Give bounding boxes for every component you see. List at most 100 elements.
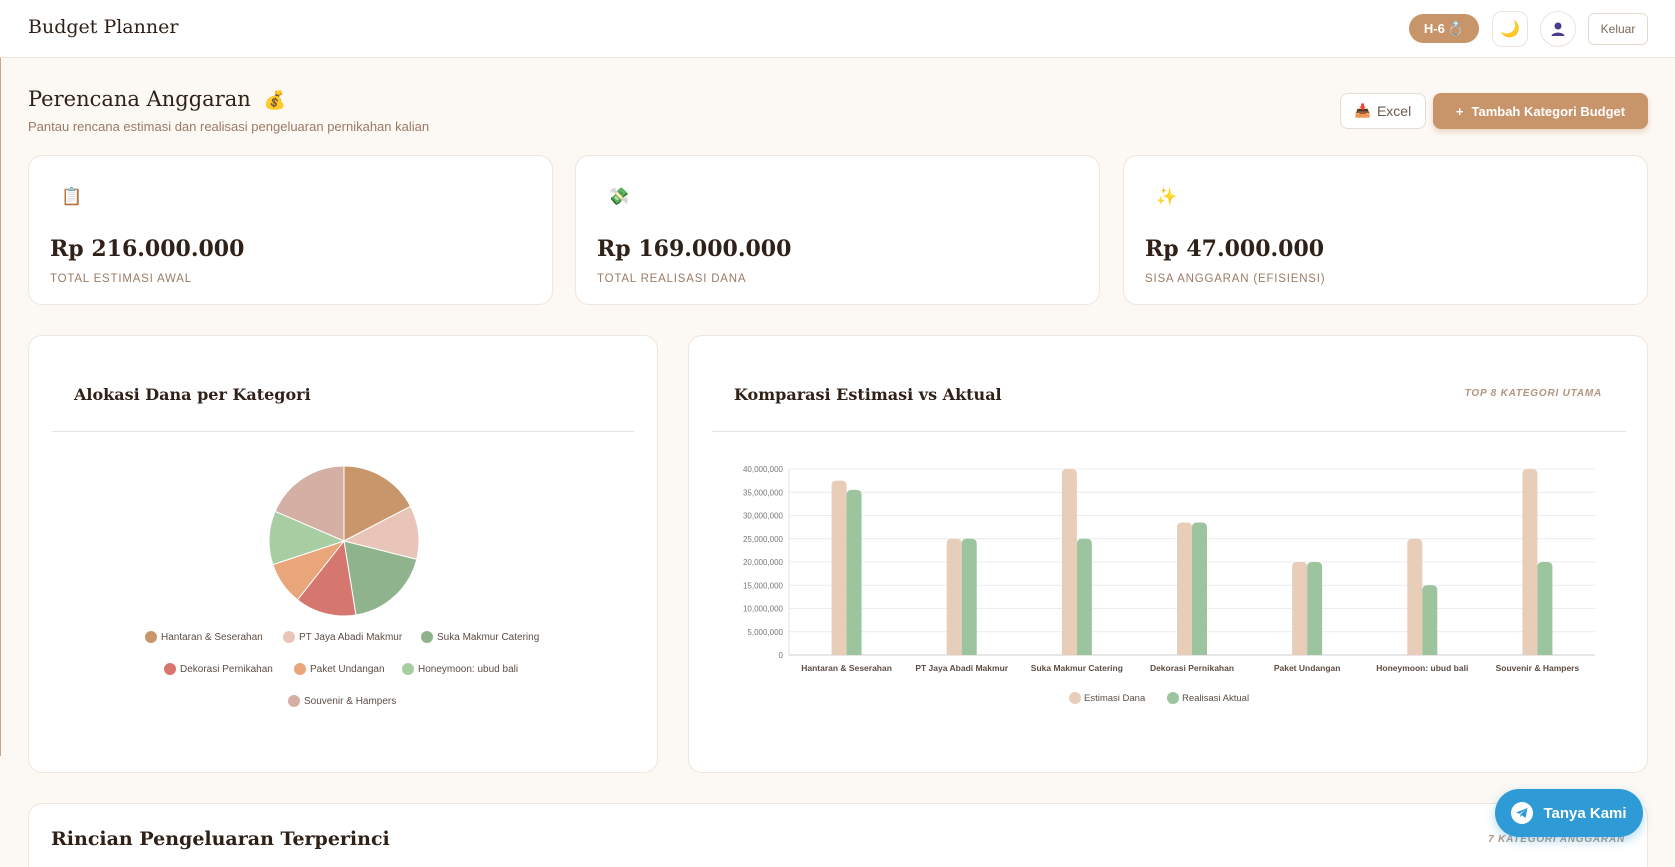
x-tick-label: Suka Makmur Catering (1031, 663, 1123, 673)
stat-card-total-realization: 💸 Rp 169.000.000 TOTAL REALISASI DANA (575, 155, 1100, 305)
expense-detail-tag: 7 KATEGORI ANGGARAN (1488, 834, 1625, 845)
x-tick-label: Dekorasi Pernikahan (1150, 663, 1234, 673)
app-brand[interactable]: Budget Planner (28, 16, 179, 38)
x-tick-label: PT Jaya Abadi Makmur (915, 663, 1008, 673)
plus-icon: + (1455, 103, 1464, 119)
bar-actual[interactable] (1307, 562, 1323, 655)
left-edge-border (0, 56, 1, 756)
legend-item[interactable]: Paket Undangan (294, 663, 385, 675)
add-budget-category-button[interactable]: + Tambah Kategori Budget (1433, 93, 1648, 129)
top-navigation-bar: Budget Planner H-6 💍 🌙 Keluar (0, 0, 1675, 58)
legend-label: Realisasi Aktual (1182, 693, 1249, 704)
legend-label: Paket Undangan (310, 663, 385, 675)
card-divider (712, 431, 1626, 432)
bar-actual[interactable] (1537, 562, 1553, 655)
telegram-icon (1511, 802, 1534, 824)
legend-swatch (421, 631, 433, 643)
legend-swatch (288, 695, 300, 707)
export-excel-button[interactable]: 📥 Excel (1340, 93, 1426, 129)
stat-label: SISA ANGGARAN (EFISIENSI) (1145, 273, 1326, 285)
logout-button[interactable]: Keluar (1588, 13, 1648, 45)
stat-value: Rp 216.000.000 (50, 236, 245, 262)
expense-detail-card: Rincian Pengeluaran Terperinci 7 KATEGOR… (28, 803, 1648, 867)
ring-icon: 💍 (1447, 20, 1465, 36)
bar-estimate[interactable] (1407, 538, 1423, 655)
stat-label: TOTAL REALISASI DANA (597, 273, 747, 285)
clipboard-icon: 📋 (61, 187, 83, 206)
inbox-icon: 📥 (1354, 103, 1371, 118)
expense-detail-title: Rincian Pengeluaran Terperinci (51, 828, 390, 850)
bar-actual[interactable] (1076, 538, 1092, 655)
comparison-chart-tag: TOP 8 KATEGORI UTAMA (1464, 388, 1602, 399)
moon-icon: 🌙 (1500, 21, 1520, 38)
bar-actual[interactable] (1422, 585, 1438, 655)
x-tick-label: Hantaran & Seserahan (801, 663, 892, 673)
legend-item[interactable]: PT Jaya Abadi Makmur (283, 631, 402, 643)
pie-slice[interactable] (343, 465, 412, 542)
ask-us-label: Tanya Kami (1543, 804, 1627, 822)
page-title-text: Perencana Anggaran (28, 87, 251, 111)
y-tick-label: 40,000,000 (743, 465, 784, 474)
stat-label: TOTAL ESTIMASI AWAL (50, 273, 192, 285)
page-subtitle: Pantau rencana estimasi dan realisasi pe… (28, 119, 430, 134)
x-tick-label: Paket Undangan (1274, 663, 1341, 673)
legend-item[interactable]: Souvenir & Hampers (288, 695, 396, 707)
profile-button[interactable] (1540, 11, 1576, 47)
money-icon: 💸 (608, 187, 630, 206)
y-tick-label: 30,000,000 (743, 512, 784, 521)
legend-label: Suka Makmur Catering (437, 631, 540, 643)
stat-card-remaining-budget: ✨ Rp 47.000.000 SISA ANGGARAN (EFISIENSI… (1123, 155, 1648, 305)
y-tick-label: 15,000,000 (743, 581, 784, 590)
y-tick-label: 0 (779, 651, 784, 660)
legend-item[interactable]: Estimasi Dana (1069, 692, 1146, 704)
export-excel-label: Excel (1376, 103, 1412, 119)
pie-slice[interactable] (343, 540, 418, 616)
bar-estimate[interactable] (831, 480, 847, 655)
bar-estimate[interactable] (1292, 562, 1308, 655)
legend-label: Hantaran & Seserahan (161, 631, 263, 643)
y-tick-label: 20,000,000 (743, 558, 784, 567)
bar-estimate[interactable] (946, 538, 962, 655)
legend-swatch (294, 663, 306, 675)
money-bag-icon: 💰 (263, 90, 286, 111)
legend-item[interactable]: Realisasi Aktual (1167, 692, 1249, 704)
legend-swatch (1167, 692, 1179, 704)
bar-actual[interactable] (961, 538, 977, 655)
stat-card-total-estimate: 📋 Rp 216.000.000 TOTAL ESTIMASI AWAL (28, 155, 553, 305)
add-budget-category-label: Tambah Kategori Budget (1471, 103, 1626, 119)
allocation-chart-card: Alokasi Dana per Kategori Hantaran & Ses… (28, 335, 658, 773)
comparison-chart-card: Komparasi Estimasi vs Aktual TOP 8 KATEG… (688, 335, 1648, 773)
pie-slice[interactable] (296, 539, 357, 617)
legend-swatch (283, 631, 295, 643)
bar-actual[interactable] (846, 489, 862, 655)
y-tick-label: 25,000,000 (743, 535, 784, 544)
legend-swatch (145, 631, 157, 643)
countdown-label: H-6 (1423, 21, 1445, 36)
comparison-chart-title: Komparasi Estimasi vs Aktual (734, 385, 1002, 404)
stat-value: Rp 47.000.000 (1145, 236, 1325, 262)
ask-us-chat-button[interactable]: Tanya Kami (1495, 789, 1643, 837)
legend-item[interactable]: Hantaran & Seserahan (145, 631, 263, 643)
bar-estimate[interactable] (1177, 522, 1192, 655)
legend-item[interactable]: Dekorasi Pernikahan (164, 663, 273, 675)
y-tick-label: 35,000,000 (743, 488, 784, 497)
bar-actual[interactable] (1192, 522, 1207, 655)
theme-toggle-button[interactable]: 🌙 (1492, 11, 1528, 47)
stat-value: Rp 169.000.000 (597, 236, 792, 262)
legend-item[interactable]: Suka Makmur Catering (421, 631, 539, 643)
comparison-bar-chart: 40,000,000 35,000,000 30,000,000 25,000,000… (743, 465, 1595, 704)
countdown-badge[interactable]: H-6 💍 (1409, 14, 1479, 43)
legend-label: PT Jaya Abadi Makmur (299, 631, 403, 643)
legend-item[interactable]: Honeymoon: ubud bali (402, 663, 518, 675)
bar-estimate[interactable] (1522, 469, 1538, 655)
legend-swatch (1069, 692, 1081, 704)
page-title: Perencana Anggaran 💰 (28, 87, 286, 111)
bar-estimate[interactable] (1061, 469, 1077, 655)
allocation-chart-title: Alokasi Dana per Kategori (74, 385, 311, 404)
legend-label: Souvenir & Hampers (304, 695, 397, 707)
legend-swatch (164, 663, 176, 675)
user-icon (1551, 22, 1565, 36)
legend-label: Dekorasi Pernikahan (180, 663, 273, 675)
pie-slice[interactable] (274, 465, 345, 542)
y-tick-label: 10,000,000 (743, 605, 784, 614)
